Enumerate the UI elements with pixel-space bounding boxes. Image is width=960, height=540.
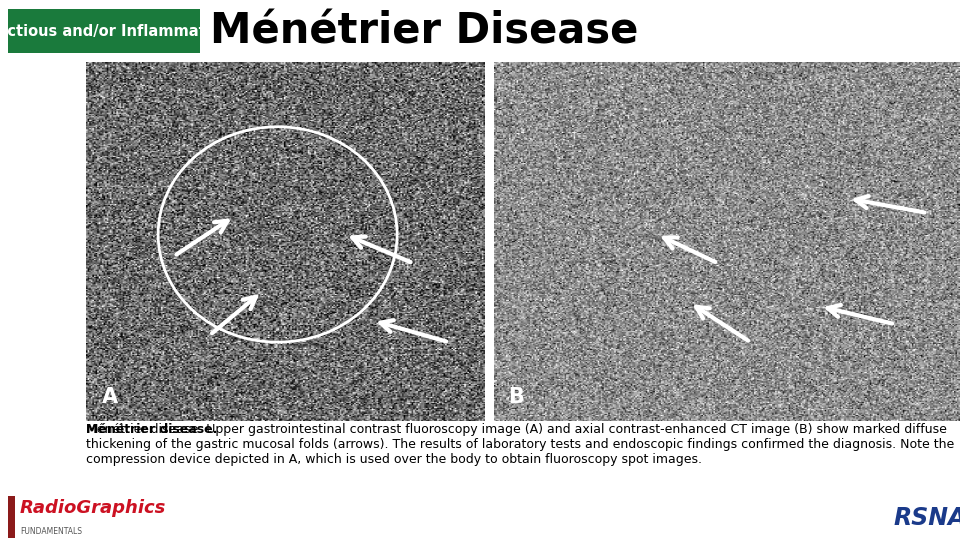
FancyBboxPatch shape — [8, 9, 200, 53]
Text: RSNA: RSNA — [894, 506, 960, 530]
Text: Ménétrier disease.: Ménétrier disease. — [86, 423, 218, 436]
Bar — [8, 496, 15, 538]
Text: Infectious and/or Inflammatory: Infectious and/or Inflammatory — [0, 24, 232, 38]
Text: B: B — [509, 387, 524, 407]
Text: FUNDAMENTALS: FUNDAMENTALS — [20, 526, 82, 536]
Text: RadioGraphics: RadioGraphics — [20, 500, 166, 517]
Text: Ménétrier disease. Upper gastrointestinal contrast fluoroscopy image (A) and axi: Ménétrier disease. Upper gastrointestina… — [86, 423, 954, 466]
Text: Ménétrier Disease: Ménétrier Disease — [210, 10, 638, 52]
Text: A: A — [103, 387, 118, 407]
